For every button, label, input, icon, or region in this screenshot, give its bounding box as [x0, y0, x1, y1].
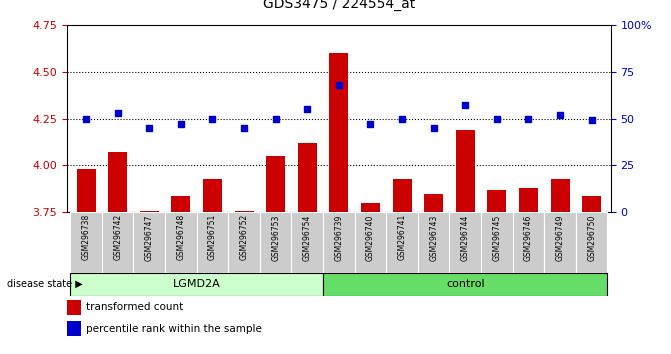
Bar [582, 195, 601, 212]
Bar [329, 53, 348, 212]
Point [365, 121, 376, 127]
Bar [513, 212, 544, 273]
Point [555, 112, 566, 118]
Text: GSM296749: GSM296749 [556, 214, 564, 261]
Text: GSM296740: GSM296740 [366, 214, 375, 261]
Bar [235, 211, 254, 212]
Bar [576, 212, 607, 273]
Text: GSM296753: GSM296753 [271, 214, 280, 261]
Point [112, 110, 123, 116]
Point [491, 116, 502, 121]
Bar [70, 273, 323, 296]
Point [397, 116, 407, 121]
Bar [424, 194, 443, 212]
Text: GSM296745: GSM296745 [493, 214, 501, 261]
Bar [519, 188, 538, 212]
Bar [393, 179, 411, 212]
Point [144, 125, 154, 131]
Bar [171, 195, 191, 212]
Bar [291, 212, 323, 273]
Text: GSM296746: GSM296746 [524, 214, 533, 261]
Text: GSM296739: GSM296739 [334, 214, 344, 261]
Bar [197, 212, 228, 273]
Bar [67, 300, 81, 315]
Bar [228, 212, 260, 273]
Bar [323, 212, 355, 273]
Text: GSM296744: GSM296744 [461, 214, 470, 261]
Point [428, 125, 439, 131]
Text: GSM296750: GSM296750 [587, 214, 596, 261]
Text: GDS3475 / 224554_at: GDS3475 / 224554_at [263, 0, 415, 11]
Bar [134, 212, 165, 273]
Bar [108, 152, 127, 212]
Text: GSM296751: GSM296751 [208, 214, 217, 261]
Text: GSM296738: GSM296738 [82, 214, 91, 261]
Text: GSM296754: GSM296754 [303, 214, 312, 261]
Bar [487, 190, 507, 212]
Point [460, 103, 470, 108]
Bar [544, 212, 576, 273]
Text: GSM296752: GSM296752 [240, 214, 248, 261]
Point [176, 121, 187, 127]
Point [302, 106, 313, 112]
Bar [450, 212, 481, 273]
Bar [76, 169, 95, 212]
Point [239, 125, 250, 131]
Text: disease state ▶: disease state ▶ [7, 279, 83, 289]
Bar [456, 130, 474, 212]
Bar [260, 212, 291, 273]
Point [81, 116, 91, 121]
Point [523, 116, 534, 121]
Text: percentile rank within the sample: percentile rank within the sample [86, 324, 262, 334]
Bar [361, 203, 380, 212]
Bar [386, 212, 418, 273]
Point [270, 116, 281, 121]
Point [333, 82, 344, 88]
Text: LGMD2A: LGMD2A [173, 279, 221, 289]
Text: GSM296741: GSM296741 [397, 214, 407, 261]
Bar [140, 211, 159, 212]
Bar [418, 212, 450, 273]
Point [207, 116, 218, 121]
Bar [102, 212, 134, 273]
Text: transformed count: transformed count [86, 302, 183, 313]
Bar [323, 273, 607, 296]
Bar [266, 156, 285, 212]
Bar [355, 212, 386, 273]
Text: GSM296743: GSM296743 [429, 214, 438, 261]
Bar [298, 143, 317, 212]
Point [586, 118, 597, 123]
Bar [203, 179, 222, 212]
Text: GSM296748: GSM296748 [176, 214, 185, 261]
Text: GSM296742: GSM296742 [113, 214, 122, 261]
Bar [551, 179, 570, 212]
Bar [70, 212, 102, 273]
Bar [67, 321, 81, 336]
Text: control: control [446, 279, 484, 289]
Bar [481, 212, 513, 273]
Text: GSM296747: GSM296747 [145, 214, 154, 261]
Bar [165, 212, 197, 273]
